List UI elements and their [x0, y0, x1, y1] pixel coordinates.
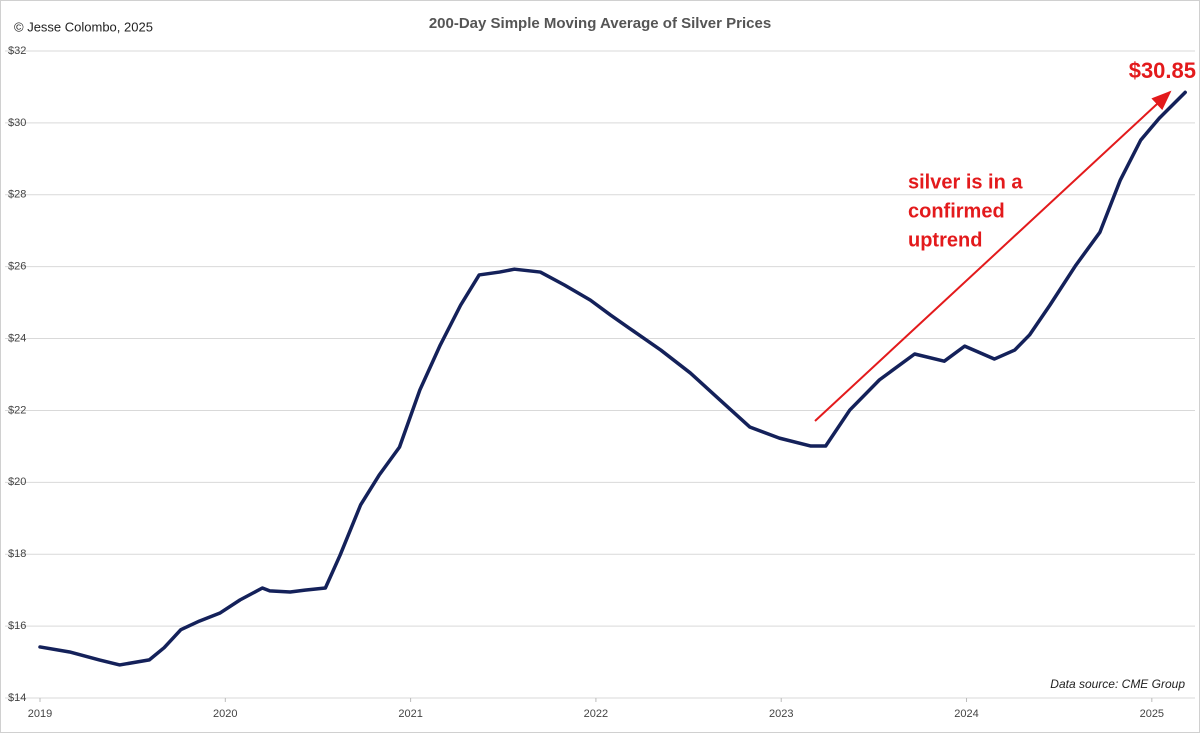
series-line: [38, 90, 1187, 667]
y-tick-label: $14: [8, 692, 26, 704]
y-tick-label: $18: [8, 548, 26, 560]
x-tick-label: 2024: [954, 708, 978, 720]
annotation: uptrend: [908, 229, 982, 251]
x-tick-label: 2023: [769, 708, 793, 720]
trend-arrow: [814, 90, 1172, 422]
end-label: $30.85: [1129, 58, 1196, 83]
y-tick-label: $28: [8, 189, 26, 201]
x-tick-label: 2020: [213, 708, 237, 720]
y-tick-label: $24: [8, 332, 26, 344]
y-tick-label: $30: [8, 117, 26, 129]
annotation: silver is in a: [908, 171, 1023, 193]
x-tick-label: 2022: [584, 708, 608, 720]
y-tick-label: $16: [8, 620, 26, 632]
y-tick-label: $20: [8, 476, 26, 488]
x-tick-label: 2021: [398, 708, 422, 720]
annotation: confirmed: [908, 200, 1005, 222]
x-tick-label: 2025: [1140, 708, 1164, 720]
chart-title: 200-Day Simple Moving Average of Silver …: [429, 15, 771, 32]
y-tick-label: $26: [8, 261, 26, 273]
source-note: Data source: CME Group: [1050, 677, 1185, 691]
copyright: © Jesse Colombo, 2025: [14, 19, 153, 34]
x-tick-label: 2019: [28, 708, 52, 720]
y-tick-label: $32: [8, 45, 26, 57]
y-tick-label: $22: [8, 404, 26, 416]
